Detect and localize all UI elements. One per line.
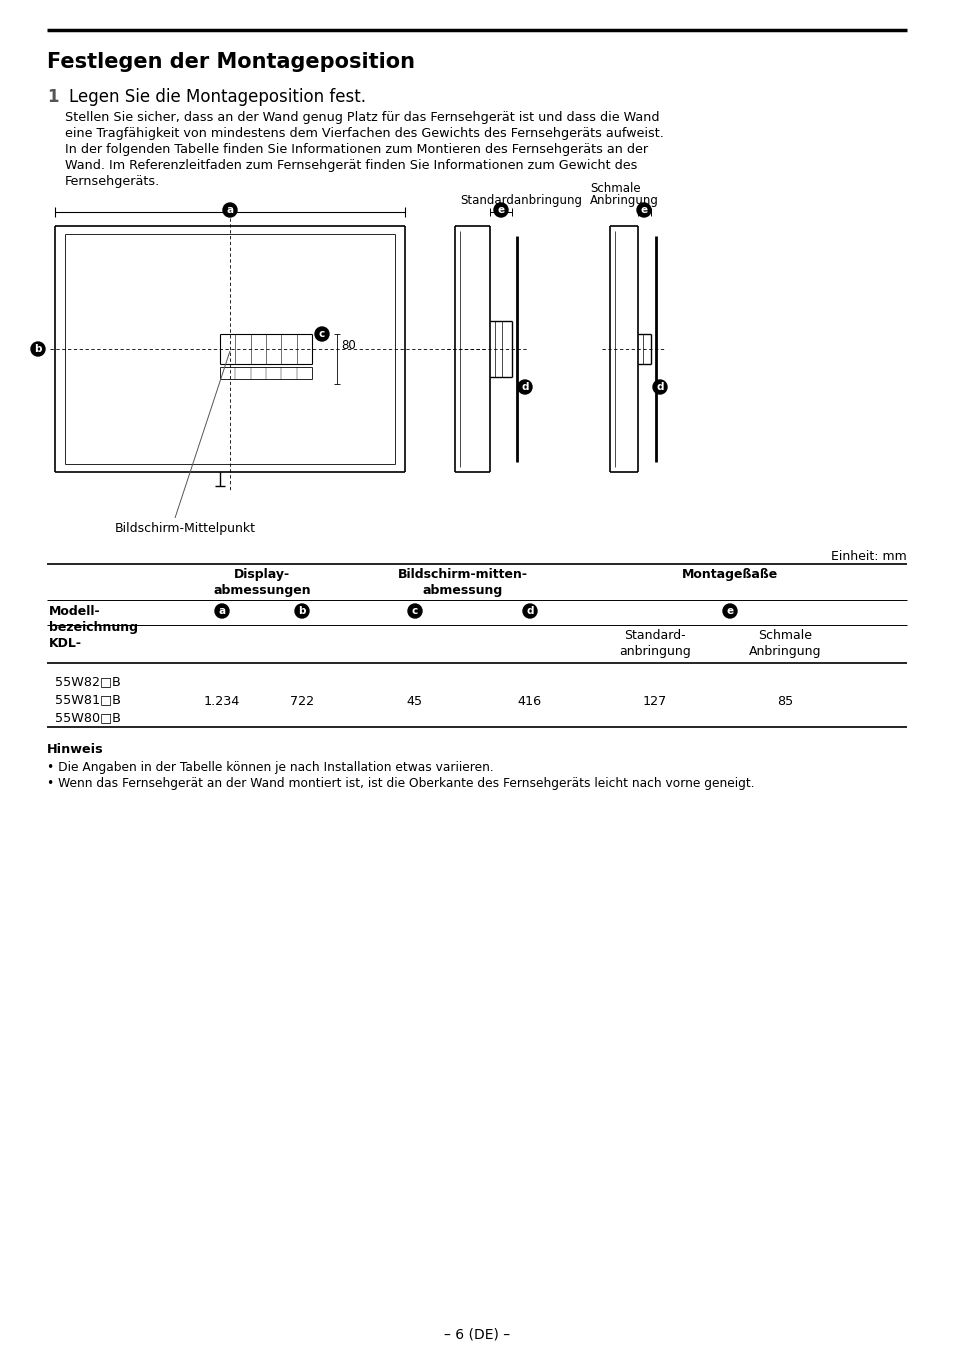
Text: a: a xyxy=(226,205,233,216)
Text: 722: 722 xyxy=(290,696,314,708)
Text: Bildschirm-mitten-
abmessung: Bildschirm-mitten- abmessung xyxy=(397,568,527,597)
Text: a: a xyxy=(218,606,225,616)
Text: d: d xyxy=(656,382,663,392)
Text: Fernsehgeräts.: Fernsehgeräts. xyxy=(65,175,160,188)
Text: Standard-
anbringung: Standard- anbringung xyxy=(618,629,690,658)
Circle shape xyxy=(494,203,507,217)
Text: e: e xyxy=(639,205,647,216)
Text: b: b xyxy=(298,606,305,616)
Text: Wand. Im Referenzleitfaden zum Fernsehgerät finden Sie Informationen zum Gewicht: Wand. Im Referenzleitfaden zum Fernsehge… xyxy=(65,159,637,172)
Circle shape xyxy=(214,603,229,618)
Circle shape xyxy=(223,203,236,217)
Text: c: c xyxy=(318,330,325,339)
Text: Montageßaße: Montageßaße xyxy=(681,568,778,580)
Text: – 6 (DE) –: – 6 (DE) – xyxy=(443,1328,510,1342)
Text: e: e xyxy=(725,606,733,616)
Circle shape xyxy=(522,603,537,618)
Text: Standardanbringung: Standardanbringung xyxy=(459,194,581,207)
Text: Schmale
Anbringung: Schmale Anbringung xyxy=(748,629,821,658)
Text: Einheit: mm: Einheit: mm xyxy=(830,551,906,563)
Circle shape xyxy=(722,603,737,618)
Text: e: e xyxy=(497,205,504,216)
Circle shape xyxy=(517,380,532,395)
Text: 127: 127 xyxy=(642,696,666,708)
Text: Schmale: Schmale xyxy=(589,182,640,195)
Text: Stellen Sie sicher, dass an der Wand genug Platz für das Fernsehgerät ist und da: Stellen Sie sicher, dass an der Wand gen… xyxy=(65,111,659,123)
Text: In der folgenden Tabelle finden Sie Informationen zum Montieren des Fernsehgerät: In der folgenden Tabelle finden Sie Info… xyxy=(65,142,647,156)
Text: b: b xyxy=(34,344,42,354)
Circle shape xyxy=(637,203,650,217)
Text: Bildschirm-Mittelpunkt: Bildschirm-Mittelpunkt xyxy=(115,522,255,536)
Text: 55W82□B
55W81□B
55W80□B: 55W82□B 55W81□B 55W80□B xyxy=(55,675,121,724)
Text: c: c xyxy=(412,606,417,616)
Circle shape xyxy=(314,327,329,340)
Text: Hinweis: Hinweis xyxy=(47,743,104,757)
Text: eine Tragfähigkeit von mindestens dem Vierfachen des Gewichts des Fernsehgeräts : eine Tragfähigkeit von mindestens dem Vi… xyxy=(65,127,663,140)
Text: 1.234: 1.234 xyxy=(204,696,240,708)
Text: 85: 85 xyxy=(776,696,792,708)
Text: d: d xyxy=(520,382,528,392)
Text: • Wenn das Fernsehgerät an der Wand montiert ist, ist die Oberkante des Fernsehg: • Wenn das Fernsehgerät an der Wand mont… xyxy=(47,777,754,791)
Text: 1: 1 xyxy=(47,88,58,106)
Text: 45: 45 xyxy=(407,696,422,708)
Circle shape xyxy=(652,380,666,395)
Text: Modell-
bezeichnung
KDL-: Modell- bezeichnung KDL- xyxy=(49,605,138,650)
Circle shape xyxy=(30,342,45,357)
Text: 416: 416 xyxy=(517,696,541,708)
Circle shape xyxy=(408,603,421,618)
Text: • Die Angaben in der Tabelle können je nach Installation etwas variieren.: • Die Angaben in der Tabelle können je n… xyxy=(47,761,494,774)
Circle shape xyxy=(294,603,309,618)
Text: 80: 80 xyxy=(340,339,355,353)
Text: Anbringung: Anbringung xyxy=(589,194,659,207)
Text: d: d xyxy=(526,606,533,616)
Text: Festlegen der Montageposition: Festlegen der Montageposition xyxy=(47,52,415,72)
Text: Display-
abmessungen: Display- abmessungen xyxy=(213,568,311,597)
Text: Legen Sie die Montageposition fest.: Legen Sie die Montageposition fest. xyxy=(69,88,366,106)
